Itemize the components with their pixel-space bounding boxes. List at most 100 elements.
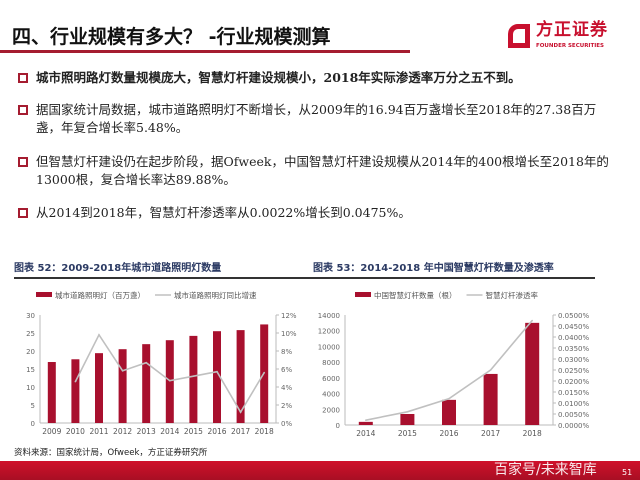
bar: [400, 414, 415, 425]
chart-53-divider: [305, 277, 595, 279]
logo-name: 方正证券: [536, 20, 608, 40]
y-tick-label: 14000: [318, 312, 340, 320]
bullet-text: 从2014到2018年，智慧灯杆渗透率从0.0022%增长到0.0475%。: [36, 205, 411, 220]
y-tick-label: 12000: [318, 328, 340, 336]
line-point: [121, 370, 124, 372]
page-number: 51: [622, 468, 633, 477]
x-tick-label: 2010: [66, 427, 85, 436]
x-tick-label: 2015: [398, 429, 417, 438]
x-tick-label: 2009: [42, 427, 61, 436]
legend-line-label: 城市道路照明灯同比增速: [174, 290, 257, 300]
bar: [142, 344, 151, 423]
chart-53-title: 图表 53：2014-2018 年中国智慧灯杆数量及渗透率: [313, 263, 554, 274]
logo-mark-icon: [508, 24, 530, 48]
bullet-item: 城市照明路灯数量规模庞大，智慧灯杆建设规模小，2018年实际渗透率万分之五不到。: [18, 69, 618, 87]
bar: [358, 421, 373, 425]
y2-tick-label: 0.0500%: [558, 312, 589, 320]
legend-line-label: 智慧灯杆渗透率: [486, 290, 539, 300]
bullet-text: 但智慧灯杆建设仍在起步阶段，据Ofweek，中国智慧灯杆建设规模从2014年的4…: [36, 154, 609, 187]
y2-tick-label: 0.0250%: [558, 367, 589, 375]
line-point: [263, 371, 266, 374]
y-tick-label: 5: [31, 402, 35, 410]
bar: [525, 322, 540, 425]
x-tick-label: 2014: [160, 427, 179, 436]
bar: [442, 399, 456, 425]
bar: [47, 362, 56, 423]
x-tick-label: 2017: [481, 429, 500, 438]
bar: [95, 353, 103, 423]
y2-tick-label: 0.0350%: [558, 345, 589, 353]
line-point: [489, 369, 492, 371]
y2-tick-label: 4%: [281, 384, 292, 392]
x-tick-label: 2015: [184, 427, 203, 436]
title-divider: [0, 50, 410, 53]
logo-english: FOUNDER SECURITIES: [536, 43, 604, 49]
y2-tick-label: 0.0100%: [558, 400, 589, 408]
line-point: [145, 361, 147, 364]
bar: [483, 373, 498, 425]
y-tick-label: 0: [31, 420, 35, 428]
x-tick-label: 2016: [439, 429, 458, 438]
bar: [71, 359, 80, 423]
y-tick-label: 15: [26, 366, 35, 374]
y-tick-label: 0: [336, 422, 340, 430]
watermark: 百家号/未来智库: [494, 462, 597, 478]
bar: [118, 349, 127, 423]
footer-bar: [0, 461, 640, 480]
founder-securities-logo: 方正证券 FOUNDER SECURITIES: [508, 20, 636, 54]
y-tick-label: 25: [26, 330, 35, 338]
y2-tick-label: 8%: [281, 348, 292, 356]
square-bullet-icon: [18, 157, 28, 167]
line-point: [365, 419, 367, 421]
line-point: [169, 379, 171, 382]
page-title: 四、行业规模有多大？ -行业规模测算: [12, 26, 331, 48]
bullet-text: 据国家统计局数据，城市道路照明灯不断增长，从2009年的16.94百万盏增长至2…: [36, 102, 597, 135]
y2-tick-label: 0%: [281, 420, 292, 428]
x-tick-label: 2011: [89, 427, 108, 436]
bullet-item: 但智慧灯杆建设仍在起步阶段，据Ofweek，中国智慧灯杆建设规模从2014年的4…: [18, 153, 618, 189]
y2-tick-label: 0.0400%: [558, 334, 589, 342]
x-tick-label: 2018: [523, 429, 542, 438]
chart-53: 中国智慧灯杆数量（根） 智慧灯杆渗透率 0 2000 4000 6000 8000 10000…: [318, 290, 590, 438]
y2-tick-label: 6%: [281, 366, 292, 374]
bar: [213, 331, 221, 423]
x-tick-label: 2016: [207, 427, 226, 436]
x-tick-label: 2014: [356, 429, 375, 438]
y-tick-label: 2000: [322, 406, 340, 414]
y2-tick-label: 0.0000%: [558, 422, 589, 430]
y2-tick-label: 12%: [281, 312, 297, 320]
bullet-item: 从2014到2018年，智慧灯杆渗透率从0.0022%增长到0.0475%。: [18, 204, 618, 222]
bar: [189, 335, 198, 423]
chart-52-divider: [14, 277, 306, 279]
bullet-item: 据国家统计局数据，城市道路照明灯不断增长，从2009年的16.94百万盏增长至2…: [18, 101, 618, 137]
y-tick-label: 20: [26, 348, 35, 356]
legend-bar-swatch: [355, 292, 371, 297]
x-tick-label: 2012: [113, 427, 132, 436]
legend-bar-label: 中国智慧灯杆数量（根）: [374, 290, 457, 300]
y-tick-label: 8000: [322, 359, 340, 367]
legend-bar-label: 城市道路照明灯（百万盏）: [55, 290, 145, 300]
line-point: [216, 370, 218, 373]
y2-tick-label: 0.0050%: [558, 411, 589, 419]
line-point: [74, 380, 77, 383]
y-tick-label: 10000: [318, 343, 340, 351]
legend-bar-swatch: [36, 292, 52, 297]
line-point: [192, 375, 195, 377]
x-tick-label: 2013: [137, 427, 156, 436]
line-point: [239, 411, 242, 413]
y-tick-label: 6000: [322, 375, 340, 383]
y-tick-label: 30: [26, 312, 35, 320]
square-bullet-icon: [18, 105, 28, 115]
y-tick-label: 4000: [322, 391, 340, 399]
bullet-text: 城市照明路灯数量规模庞大，智慧灯杆建设规模小，2018年实际渗透率万分之五不到。: [36, 70, 521, 85]
square-bullet-icon: [18, 208, 28, 218]
line-point: [448, 397, 450, 400]
source-note: 资料来源：国家统计局，Ofweek，方正证券研究所: [14, 448, 208, 458]
bar: [236, 330, 245, 423]
y2-tick-label: 10%: [281, 330, 297, 338]
x-tick-label: 2018: [255, 427, 274, 436]
y2-tick-label: 0.0200%: [558, 378, 589, 386]
line-point: [406, 411, 409, 413]
bar: [165, 340, 174, 423]
x-tick-label: 2017: [231, 427, 250, 436]
